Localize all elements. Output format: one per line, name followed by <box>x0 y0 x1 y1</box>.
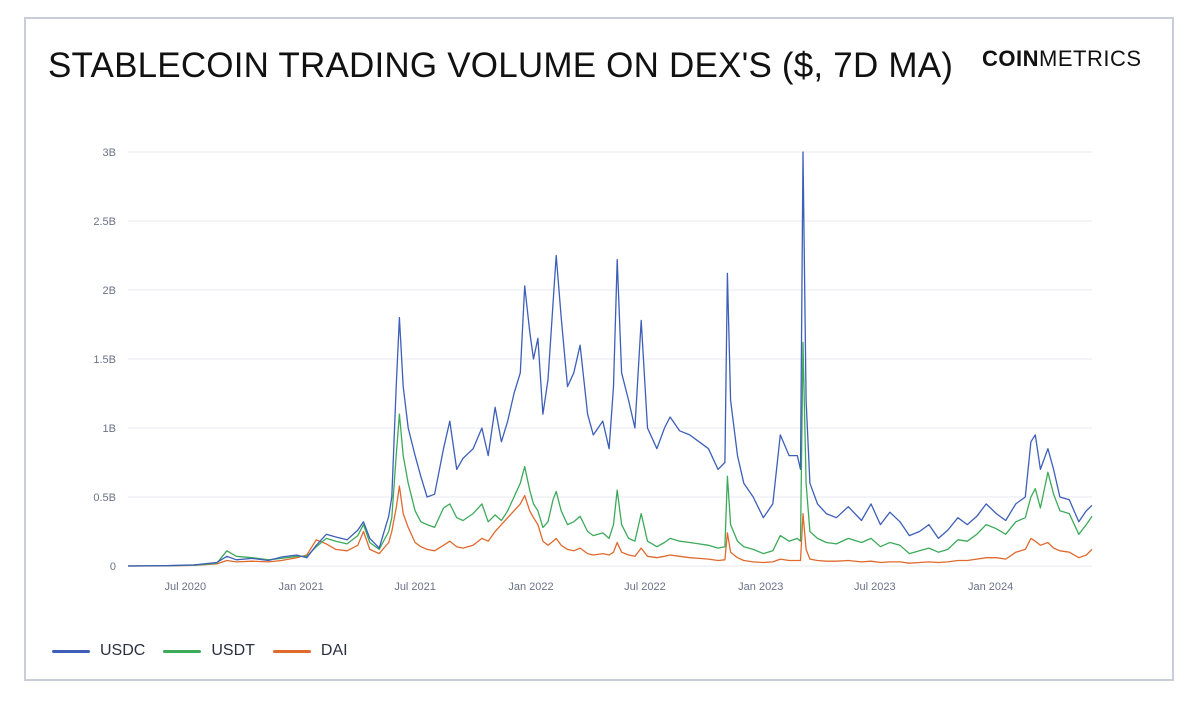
legend-swatch-usdc <box>52 649 90 653</box>
x-tick-label: Jul 2023 <box>854 581 896 593</box>
x-tick-label: Jan 2023 <box>738 581 783 593</box>
y-tick-label: 2.5B <box>93 216 116 228</box>
y-tick-label: 1B <box>103 423 116 435</box>
brand-logo: COINMETRICS <box>982 46 1142 72</box>
legend-label-usdt: USDT <box>211 642 255 659</box>
series-lines <box>127 151 1093 567</box>
grid-lines <box>128 151 1092 567</box>
y-tick-label: 2B <box>103 285 116 297</box>
chart-frame <box>24 17 1174 681</box>
legend: USDC USDT DAI <box>52 640 348 662</box>
brand-logo-light: METRICS <box>1039 46 1142 71</box>
x-tick-label: Jul 2022 <box>624 581 666 593</box>
y-tick-label: 0.5B <box>93 492 116 504</box>
brand-logo-bold: COIN <box>982 46 1039 71</box>
y-tick-label: 3B <box>103 147 116 159</box>
x-axis-ticks: Jul 2020 Jan 2021 Jul 2021 Jan 2022 Jul 2022… <box>165 581 1014 593</box>
legend-label-usdc: USDC <box>100 642 146 659</box>
series-line-usdc <box>127 151 1093 567</box>
y-tick-label: 1.5B <box>93 354 116 366</box>
series-line-dai <box>127 485 1093 567</box>
x-tick-label: Jul 2021 <box>394 581 436 593</box>
legend-item-usdt[interactable]: USDT <box>163 642 255 660</box>
legend-item-usdc[interactable]: USDC <box>52 642 145 660</box>
y-tick-label: 0 <box>110 561 116 573</box>
y-axis-ticks: 0 0.5B 1B 1.5B 2B 2.5B 3B <box>93 147 116 573</box>
chart-title: STABLECOIN TRADING VOLUME ON DEX'S ($, 7… <box>48 46 954 85</box>
x-tick-label: Jul 2020 <box>165 581 207 593</box>
legend-item-dai[interactable]: DAI <box>272 642 348 660</box>
series-line-usdt <box>127 341 1093 567</box>
legend-swatch-usdt <box>163 649 202 653</box>
x-tick-label: Jan 2024 <box>968 581 1013 593</box>
legend-swatch-dai <box>272 649 311 653</box>
x-tick-label: Jan 2022 <box>508 581 553 593</box>
legend-label-dai: DAI <box>320 642 348 659</box>
x-tick-label: Jan 2021 <box>279 581 324 593</box>
